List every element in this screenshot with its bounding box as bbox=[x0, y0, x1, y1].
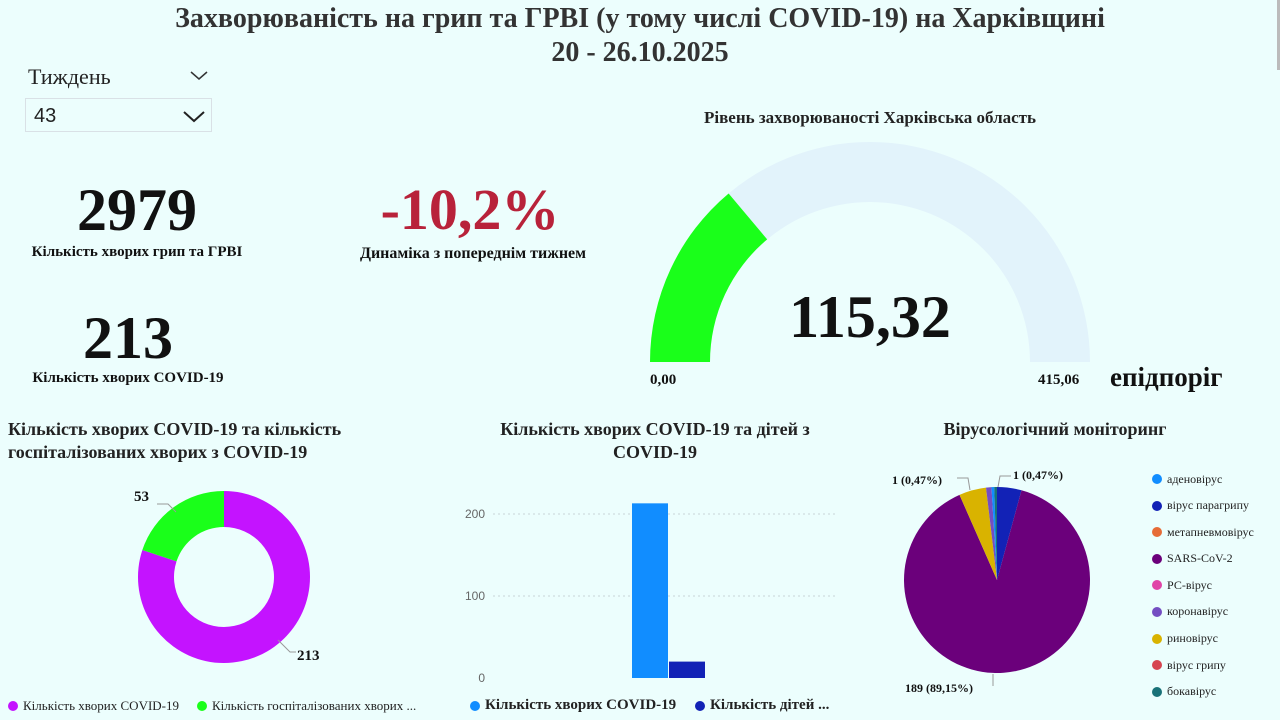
legend-item[interactable]: аденовірус bbox=[1152, 470, 1277, 488]
legend-dot bbox=[1152, 686, 1162, 697]
leader-line bbox=[157, 503, 177, 513]
pie-title: Вірусологічний моніторинг bbox=[943, 419, 1167, 439]
week-select[interactable]: 43 bbox=[25, 98, 212, 132]
covid-count-value: 213 bbox=[83, 305, 173, 371]
legend-dot bbox=[1152, 606, 1162, 617]
legend-item[interactable]: вірус грипу bbox=[1152, 656, 1277, 674]
leader-line bbox=[997, 475, 1011, 488]
dynamics-value: -10,2% bbox=[380, 177, 560, 242]
donut-title: Кількість хворих COVID-19 та кількість г… bbox=[8, 419, 342, 462]
leader-line bbox=[957, 477, 971, 491]
legend-item[interactable]: бокавірус bbox=[1152, 683, 1277, 701]
legend-dot bbox=[1152, 660, 1162, 671]
legend-item-covid[interactable]: Кількість хворих COVID-19 bbox=[8, 698, 179, 714]
covid-children-bar-chart: 0 100 200 bbox=[465, 503, 835, 685]
title-line-2: 20 - 26.10.2025 bbox=[551, 37, 729, 68]
legend-label: вірус парагрипу bbox=[1167, 498, 1250, 513]
pie-slice bbox=[904, 490, 1090, 673]
pie-slice bbox=[991, 487, 997, 580]
legend-dot bbox=[8, 701, 18, 711]
pie-label-boca: 1 (0,47%) bbox=[1013, 468, 1063, 482]
bar-title: Кількість хворих COVID-19 та дітей з COV… bbox=[500, 419, 810, 462]
leader-line bbox=[277, 639, 296, 653]
legend-item[interactable]: SARS-CoV-2 bbox=[1152, 550, 1277, 568]
donut-slice bbox=[138, 491, 310, 663]
pie-label-sars: 189 (89,15%) bbox=[905, 681, 973, 695]
legend-dot bbox=[695, 700, 705, 711]
legend-dot bbox=[197, 701, 207, 711]
pie-slice bbox=[986, 487, 997, 580]
incidence-gauge bbox=[650, 142, 1090, 362]
chevron-down-icon[interactable] bbox=[181, 105, 207, 127]
legend-dot bbox=[1152, 527, 1162, 538]
legend-dot bbox=[1152, 580, 1162, 591]
flu-count-caption: Кількість хворих грип та ГРВІ bbox=[31, 244, 243, 260]
legend-label: Кількість дітей ... bbox=[710, 697, 830, 713]
y-tick-label: 200 bbox=[465, 507, 485, 521]
legend-dot bbox=[470, 700, 480, 711]
legend-label: Кількість хворих COVID-19 bbox=[23, 698, 180, 713]
week-select-value: 43 bbox=[34, 105, 57, 127]
legend-label: Кількість хворих COVID-19 bbox=[485, 697, 677, 713]
covid-count-caption: Кількість хворих COVID-19 bbox=[32, 370, 224, 386]
y-tick-label: 100 bbox=[465, 589, 485, 603]
legend-item[interactable]: метапневмовірус bbox=[1152, 523, 1277, 541]
gauge-fill bbox=[650, 193, 768, 362]
pie-slice bbox=[994, 487, 997, 580]
dynamics-caption: Динаміка з попереднім тижнем bbox=[359, 245, 587, 262]
week-filter-label: Тиждень bbox=[28, 64, 111, 89]
legend-label: аденовірус bbox=[1167, 471, 1223, 486]
legend-dot bbox=[1152, 500, 1162, 511]
covid-hospital-donut bbox=[138, 491, 310, 663]
pie-slice bbox=[997, 487, 1022, 580]
pie-slice bbox=[959, 487, 997, 580]
legend-label: SARS-CoV-2 bbox=[1167, 551, 1233, 566]
gauge-threshold-caption: епідпоріг bbox=[1110, 362, 1223, 392]
legend-label: коронавірус bbox=[1167, 604, 1229, 619]
legend-item[interactable]: вірус парагрипу bbox=[1152, 497, 1277, 515]
y-tick-label: 0 bbox=[478, 671, 485, 685]
gauge-value: 115,32 bbox=[789, 284, 951, 350]
donut-label-covid: 213 bbox=[297, 648, 320, 664]
legend-item-bar-children[interactable]: Кількість дітей ... bbox=[695, 697, 829, 714]
virology-pie-chart bbox=[904, 475, 1090, 686]
legend-label: РС-вірус bbox=[1167, 577, 1212, 592]
legend-item-bar-covid[interactable]: Кількість хворих COVID-19 bbox=[470, 697, 676, 714]
bar-0 bbox=[632, 503, 668, 678]
gauge-max-label: 415,06 bbox=[1038, 372, 1080, 388]
legend-label: бокавірус bbox=[1167, 684, 1217, 699]
legend-label: метапневмовірус bbox=[1167, 524, 1254, 539]
legend-item[interactable]: РС-вірус bbox=[1152, 576, 1277, 594]
scrollbar[interactable] bbox=[1277, 0, 1280, 70]
legend-label: Кількість госпіталізованих хворих ... bbox=[212, 698, 417, 713]
legend-item[interactable]: коронавірус bbox=[1152, 603, 1277, 621]
legend-label: риновірус bbox=[1167, 631, 1219, 646]
legend-dot bbox=[1152, 633, 1162, 644]
gauge-min-label: 0,00 bbox=[650, 372, 677, 388]
legend-dot bbox=[1152, 553, 1162, 564]
legend-label: вірус грипу bbox=[1167, 657, 1226, 672]
donut-label-hospitalized: 53 bbox=[134, 489, 149, 505]
legend-item-hospitalized[interactable]: Кількість госпіталізованих хворих ... bbox=[197, 698, 416, 714]
gauge-title: Рівень захворюваності Харківська область bbox=[703, 108, 1036, 127]
donut-slice bbox=[142, 491, 224, 562]
legend-dot bbox=[1152, 474, 1162, 484]
pie-legend: аденовірус вірус парагрипу метапневмовірус… bbox=[1152, 470, 1277, 709]
chevron-down-icon[interactable] bbox=[188, 64, 210, 86]
page-title: Захворюваність на грип та ГРВІ (у тому ч… bbox=[0, 2, 1280, 70]
gauge-track bbox=[650, 142, 1090, 362]
legend-item[interactable]: риновірус bbox=[1152, 630, 1277, 648]
pie-label-adeno: 1 (0,47%) bbox=[892, 473, 942, 487]
flu-count-value: 2979 bbox=[77, 177, 197, 243]
title-line-1: Захворюваність на грип та ГРВІ (у тому ч… bbox=[175, 3, 1105, 34]
bar-1 bbox=[669, 661, 705, 678]
